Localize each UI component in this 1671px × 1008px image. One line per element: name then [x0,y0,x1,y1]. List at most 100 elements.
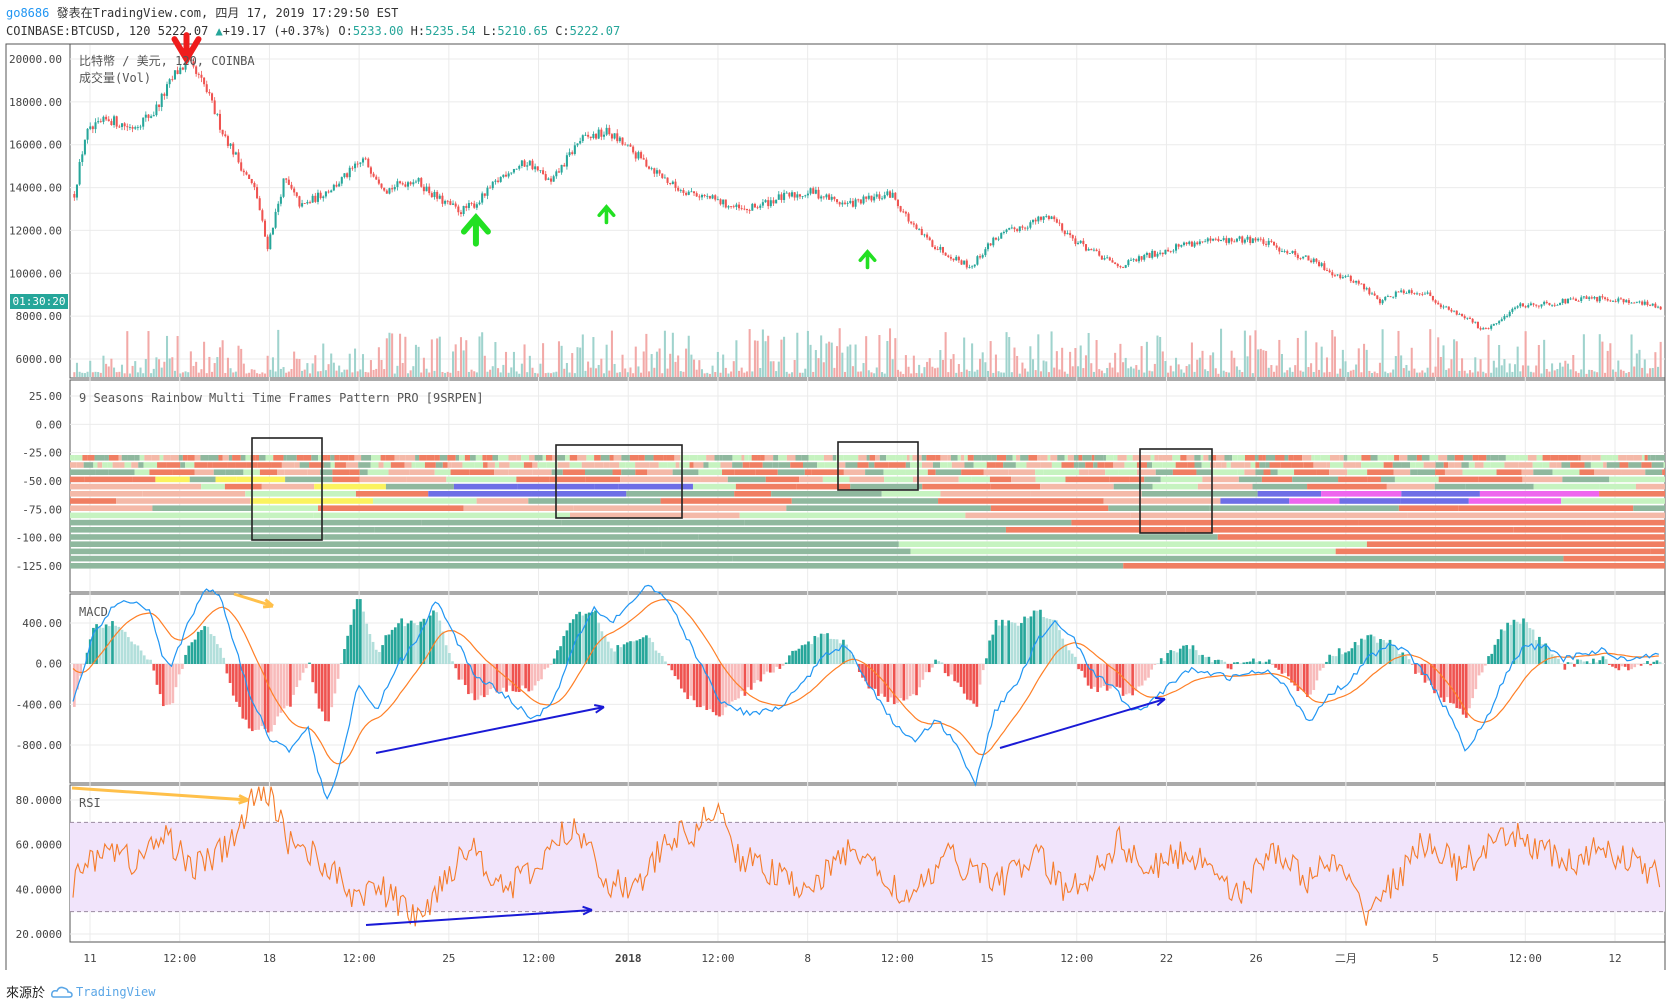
macd-histogram-bar [1550,654,1554,664]
volume-bar [311,363,314,377]
volume-bar [1376,373,1379,377]
rsi-divergence-arrows [71,786,593,926]
candle-body [1559,303,1562,305]
x-axis-labels: 11 12:00 18 12:00 25 12:00 2018 12:00 8 12:00 15 12… [83,952,1621,965]
volume-bar [430,339,433,377]
volume-bar [1090,363,1093,377]
volume-bar [1363,343,1366,377]
candle-body [1066,233,1069,235]
macd-histogram-bar [127,637,130,664]
candle-body [393,187,396,190]
macd-line [72,584,1659,800]
volume-bar [1429,329,1432,377]
candle-body [526,165,529,167]
volume-bar [359,369,362,377]
rainbow-cell [569,512,740,519]
rainbow-cell [1628,462,1642,468]
volume-bar [409,370,412,377]
rainbow-cell [961,469,984,475]
candle-body [1071,235,1074,239]
volume-bar [1111,367,1114,377]
rainbow-cell [912,476,959,483]
candle-body [960,260,963,265]
volume-bar [955,372,958,377]
rainbow-cell [898,541,1367,547]
rainbow-cell [194,469,214,475]
volume-bar [1262,350,1265,377]
candle-body [642,158,645,160]
volume-bar [1254,330,1257,377]
rainbow-cell [778,462,791,468]
rainbow-cell [245,491,356,497]
buy-arrow-icon [597,204,616,225]
volume-bar [184,371,187,377]
candle-body [1265,243,1268,245]
candle-body [142,117,145,127]
buy-arrow-icon [460,212,491,247]
candle-body [613,133,616,139]
rainbow-cell [1366,541,1665,547]
rainbow-cell [1400,498,1469,504]
rainbow-cell [1311,455,1315,461]
rainbow-cell [273,455,280,461]
rainbow-cell [649,462,659,468]
tradingview-logo[interactable]: TradingView [51,985,156,999]
macd-histogram-bar [1194,650,1198,664]
candle-body [406,182,410,187]
rainbow-cell [822,476,850,483]
candle-body [1455,310,1458,315]
candle-body [399,181,402,184]
volume-bar [743,372,746,377]
candle-body [1039,216,1042,220]
volume-bar [1069,351,1072,377]
x-tick-label: 12:00 [522,952,555,965]
volume-bar [1031,359,1035,377]
volume-bar [989,341,992,377]
rainbow-cell [1221,462,1227,468]
rainbow-cell [1028,455,1038,461]
rainbow-cell [1561,534,1665,540]
volume-bar [444,372,447,377]
chart-canvas[interactable]: 20000.0018000.0016000.0014000.0012000.00… [0,0,1671,970]
macd-histogram-bar [861,664,864,678]
y-tick-label: -125.00 [16,560,62,573]
macd-histogram-bar [1379,638,1382,664]
candle-body [1082,240,1085,245]
rainbow-cell [644,455,654,461]
rainbow-cell [714,455,720,461]
volume-bar [91,372,94,377]
candle-body [192,61,195,67]
candle-body [430,193,433,198]
rainbow-cell [569,462,582,468]
rainbow-cell [947,462,952,468]
candle-body [1132,259,1135,261]
rainbow-cell [957,455,961,461]
volume-bar [314,355,317,377]
macd-histogram-bar [419,621,423,664]
volume-bar [846,346,849,377]
macd-histogram-bar [362,611,365,664]
volume-bar [624,368,627,377]
volume-bar [928,358,931,377]
volume-bar [523,344,526,377]
candle-body [695,193,698,197]
candle-body [1267,240,1270,245]
candle-body [446,200,449,202]
rainbow-cell [1435,462,1444,468]
rainbow-cell [1047,455,1051,461]
volume-bar [1596,372,1599,377]
macd-histogram-bar [1315,664,1319,681]
volume-bar [796,332,799,377]
candle-body [1188,241,1191,245]
username-link[interactable]: go8686 [6,6,50,20]
rainbow-cell [1030,491,1142,497]
volume-bar [1310,363,1313,377]
macd-histogram-bar [1169,650,1173,664]
open-label: O: [338,24,353,38]
macd-histogram-bar [524,664,527,689]
candle-body [436,191,439,199]
candle-body [428,186,431,194]
volume-bar [1119,343,1122,377]
candle-body [1474,321,1477,323]
rainbow-cell [618,483,693,490]
